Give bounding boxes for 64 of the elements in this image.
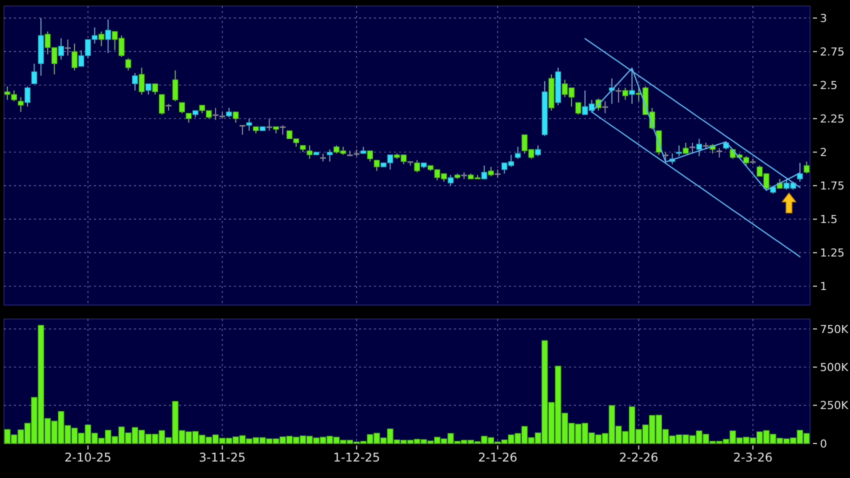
y-tick-label: 0: [820, 437, 827, 450]
y-tick-label: 2.25: [820, 112, 844, 126]
candlestick: [226, 107, 232, 118]
candlestick: [18, 96, 24, 112]
candlestick: [602, 100, 608, 114]
candlestick: [72, 43, 78, 71]
candlestick: [24, 86, 30, 108]
y-tick-label: 1.75: [820, 180, 844, 193]
candlestick: [64, 39, 71, 56]
y-tick-label: 250K: [820, 399, 849, 412]
candlestick: [125, 58, 132, 71]
candlestick: [716, 148, 722, 158]
line-series: [584, 38, 801, 188]
candlestick: [280, 124, 286, 136]
candlestick: [152, 83, 158, 95]
candlestick: [804, 161, 810, 174]
candlestick: [145, 83, 152, 95]
candlestick: [158, 94, 165, 116]
x-tick-label: 2-2-26: [619, 450, 658, 464]
y-tick-label: 2: [820, 146, 827, 159]
x-tick-label: 2-3-26: [733, 450, 773, 464]
y-tick-label: 1.5: [820, 213, 838, 226]
candlestick: [240, 124, 246, 136]
candlestick: [374, 160, 380, 172]
candlestick: [58, 38, 64, 60]
y-tick-label: 3: [820, 12, 827, 25]
candlestick: [514, 146, 521, 160]
candlestick: [488, 166, 494, 177]
candlestick: [622, 87, 628, 100]
y-tick-label: 500K: [820, 360, 849, 374]
candlestick: [682, 142, 689, 154]
candlestick: [306, 144, 313, 160]
candlestick: [132, 72, 138, 91]
candlestick: [629, 68, 635, 104]
y-tick-label: 1.25: [820, 246, 844, 260]
candlestick: [186, 112, 192, 124]
candlestick: [105, 18, 112, 54]
y-tick-label: 2.5: [820, 78, 838, 92]
candlestick: [448, 174, 454, 186]
y-tick-label: 750K: [820, 322, 849, 336]
candlestick: [179, 102, 185, 114]
x-tick-label: 3-11-25: [198, 450, 246, 464]
candlestick: [266, 118, 272, 132]
candlestick: [138, 67, 145, 95]
candlestick: [676, 144, 682, 157]
y-tick-label: 1: [820, 280, 827, 294]
x-tick-label: 1-12-25: [333, 450, 380, 464]
candlestick: [414, 160, 420, 173]
y-tick-label: 2.75: [820, 45, 844, 58]
candlestick: [616, 87, 622, 104]
x-tick-label: 2-10-25: [64, 450, 112, 464]
candlestick: [690, 142, 696, 154]
candlestick: [575, 102, 582, 116]
candlestick: [367, 150, 373, 162]
candlestick: [98, 30, 104, 47]
candlestick: [481, 165, 488, 180]
candlestick: [232, 111, 239, 124]
candlestick: [797, 162, 803, 182]
candlestick: [535, 144, 541, 157]
x-tick-label: 2-1-26: [478, 450, 518, 464]
candlestick: [31, 63, 38, 84]
candlestick: [696, 138, 702, 157]
candlestick: [172, 70, 178, 102]
candlestick: [246, 118, 252, 132]
